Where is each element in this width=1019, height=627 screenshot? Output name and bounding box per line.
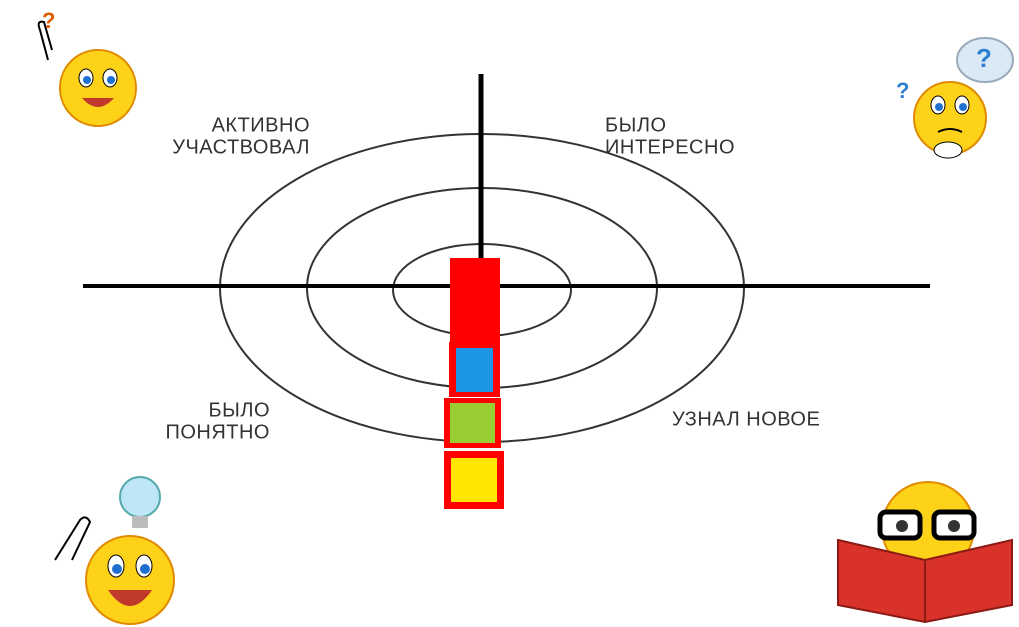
label-line: БЫЛО [605, 114, 667, 136]
red-block [450, 258, 500, 346]
svg-text:?: ? [42, 8, 56, 33]
green-square [450, 403, 495, 443]
marker-stack [444, 258, 504, 509]
label-line: ИНТЕРЕСНО [605, 136, 735, 158]
svg-text:?: ? [976, 43, 992, 73]
blue-square [456, 348, 493, 392]
background [0, 0, 1019, 627]
label-line: БЫЛО [208, 399, 270, 421]
reflection-target: АКТИВНО УЧАСТВОВАЛ БЫЛО ИНТЕРЕСНО БЫЛО П… [0, 0, 1019, 627]
svg-text:?: ? [896, 78, 910, 103]
yellow-square [451, 458, 497, 502]
label-line: УЗНАЛ НОВОЕ [672, 408, 820, 430]
label-line: ПОНЯТНО [165, 421, 270, 443]
label-line: УЧАСТВОВАЛ [172, 136, 310, 158]
label-line: АКТИВНО [212, 114, 310, 136]
